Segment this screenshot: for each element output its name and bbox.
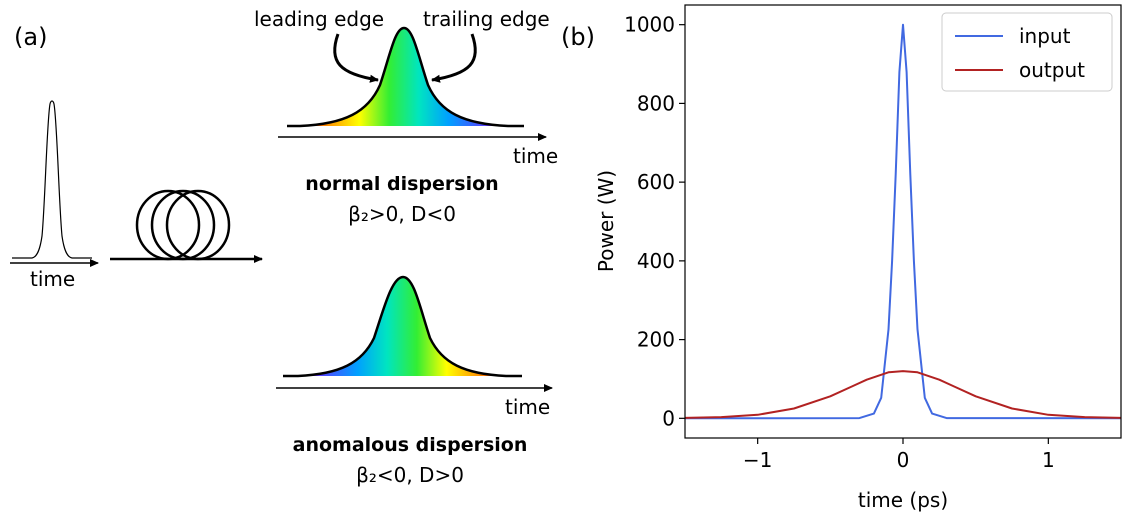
y-tick-label: 800 xyxy=(637,91,675,115)
input-time-label: time xyxy=(30,267,75,291)
x-axis-label: time (ps) xyxy=(858,488,948,512)
panel-b: (b) Power (W) time (ps) 0200400600800100… xyxy=(561,4,1122,512)
y-tick-label: 200 xyxy=(637,328,675,352)
series-line-input xyxy=(685,23,1121,420)
leading-edge-label: leading edge xyxy=(254,7,384,31)
x-tick-label: 1 xyxy=(1042,448,1055,472)
y-axis-label: Power (W) xyxy=(594,170,618,272)
y-tick-label: 400 xyxy=(637,249,675,273)
panel-a: (a) time leading edge trailing edge time… xyxy=(10,7,558,487)
x-tick-label: −1 xyxy=(743,448,772,472)
x-ticks: −1 0 1 xyxy=(743,438,1055,472)
legend-label-input: input xyxy=(1019,24,1071,48)
y-ticks: 0 200 400 600 800 1000 xyxy=(624,13,685,430)
anomalous-pulse xyxy=(283,275,522,378)
trailing-edge-label: trailing edge xyxy=(423,7,550,31)
anomalous-time-label: time xyxy=(505,395,550,419)
normal-dispersion-title: normal dispersion xyxy=(305,173,498,195)
anomalous-dispersion-title: anomalous dispersion xyxy=(293,434,528,456)
input-pulse xyxy=(12,100,92,259)
y-tick-label: 600 xyxy=(637,170,675,194)
leading-edge-arrow xyxy=(333,33,379,83)
plot-frame xyxy=(684,4,1122,439)
normal-dispersion-condition: β₂>0, D<0 xyxy=(348,202,456,226)
y-tick-label: 1000 xyxy=(624,13,675,37)
y-tick-label: 0 xyxy=(662,406,675,430)
trailing-edge-arrow xyxy=(431,33,477,83)
panel-a-label: (a) xyxy=(14,23,47,51)
legend-label-output: output xyxy=(1019,58,1085,82)
panel-b-label: (b) xyxy=(561,23,595,51)
series-line-output xyxy=(685,370,1121,419)
anomalous-pulse-fill xyxy=(298,277,506,376)
normal-time-label: time xyxy=(513,144,558,168)
legend-box xyxy=(941,12,1113,92)
x-tick-label: 0 xyxy=(897,448,910,472)
fiber-coil-icon xyxy=(135,189,231,261)
normal-pulse-fill xyxy=(300,28,508,126)
anomalous-dispersion-condition: β₂<0, D>0 xyxy=(356,463,464,487)
normal-pulse xyxy=(287,26,524,128)
legend: input output xyxy=(941,12,1113,92)
plot-lines xyxy=(685,23,1121,420)
